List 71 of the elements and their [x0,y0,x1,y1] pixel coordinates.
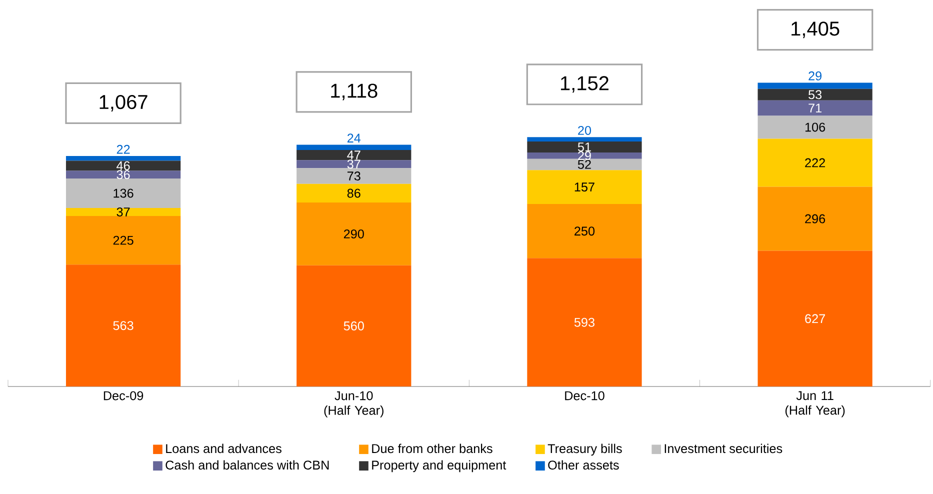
bar [66,208,181,216]
data-label: 20 [578,126,592,135]
bar [758,138,872,187]
bar [296,150,412,160]
data-label: 593 [574,318,594,327]
legend-label: Property and equipment [372,460,506,472]
legend-label: Loans and advances [166,444,282,453]
data-label: 36 [116,170,130,179]
data-label: 71 [808,103,822,112]
data-label: 157 [574,182,594,192]
data-label: 136 [114,188,134,198]
data-label: 51 [578,142,591,152]
data-label: 52 [578,160,591,169]
bar [758,100,872,116]
bar [758,82,872,89]
bar [758,116,872,138]
total-label: 1,152 [560,76,608,92]
data-label: 627 [805,314,825,323]
legend-label: Cash and balances with CBN [166,460,329,470]
data-label: 73 [347,171,360,180]
data-label: 560 [344,321,364,330]
bar [527,258,642,386]
data-label: 290 [344,229,364,238]
legend-label: Due from other banks [372,444,492,453]
bar [296,202,412,266]
data-label: 296 [805,214,826,224]
bar [66,170,181,178]
bar [758,88,872,100]
bar [66,160,181,170]
data-label: 250 [574,226,595,236]
data-label: 24 [347,133,361,142]
data-label: 225 [113,236,134,245]
bar [527,170,642,204]
data-label: 29 [578,150,591,160]
bar [296,144,412,150]
bar [66,264,181,386]
legend-label: Investment securities [664,444,782,453]
data-label: 222 [805,158,825,167]
bar [758,250,872,386]
data-label: 563 [113,320,134,330]
legend-label: Other assets [548,460,619,470]
x-tick-label: Dec-09 [104,391,144,400]
data-label: 37 [116,207,130,216]
data-label: 106 [805,122,826,132]
total-label: 1,405 [792,21,840,38]
data-label: 29 [808,71,822,80]
bar [296,160,412,168]
total-label: 1,118 [331,83,378,100]
bar [758,186,872,251]
data-label: 53 [808,90,822,99]
data-label: 46 [116,161,130,170]
bar [296,168,412,184]
bar [527,141,642,152]
bar [66,156,181,161]
total-label: 1,067 [100,94,148,112]
x-tick-label: Jun 11 (Half Year) [785,390,845,417]
bar [296,184,412,202]
data-label: 47 [347,150,360,160]
x-tick-label: Dec-10 [565,391,604,400]
bar [296,265,412,386]
x-tick-label: Jun-10 (Half Year) [324,391,384,418]
bar [66,216,181,264]
data-label: 22 [116,144,130,154]
data-label: 86 [347,188,360,198]
bar [527,136,642,142]
bar [527,204,642,258]
bar [527,152,642,159]
bar [527,158,642,170]
legend-label: Treasury bills [548,444,622,456]
data-label: 37 [347,159,360,168]
bar [66,178,181,208]
